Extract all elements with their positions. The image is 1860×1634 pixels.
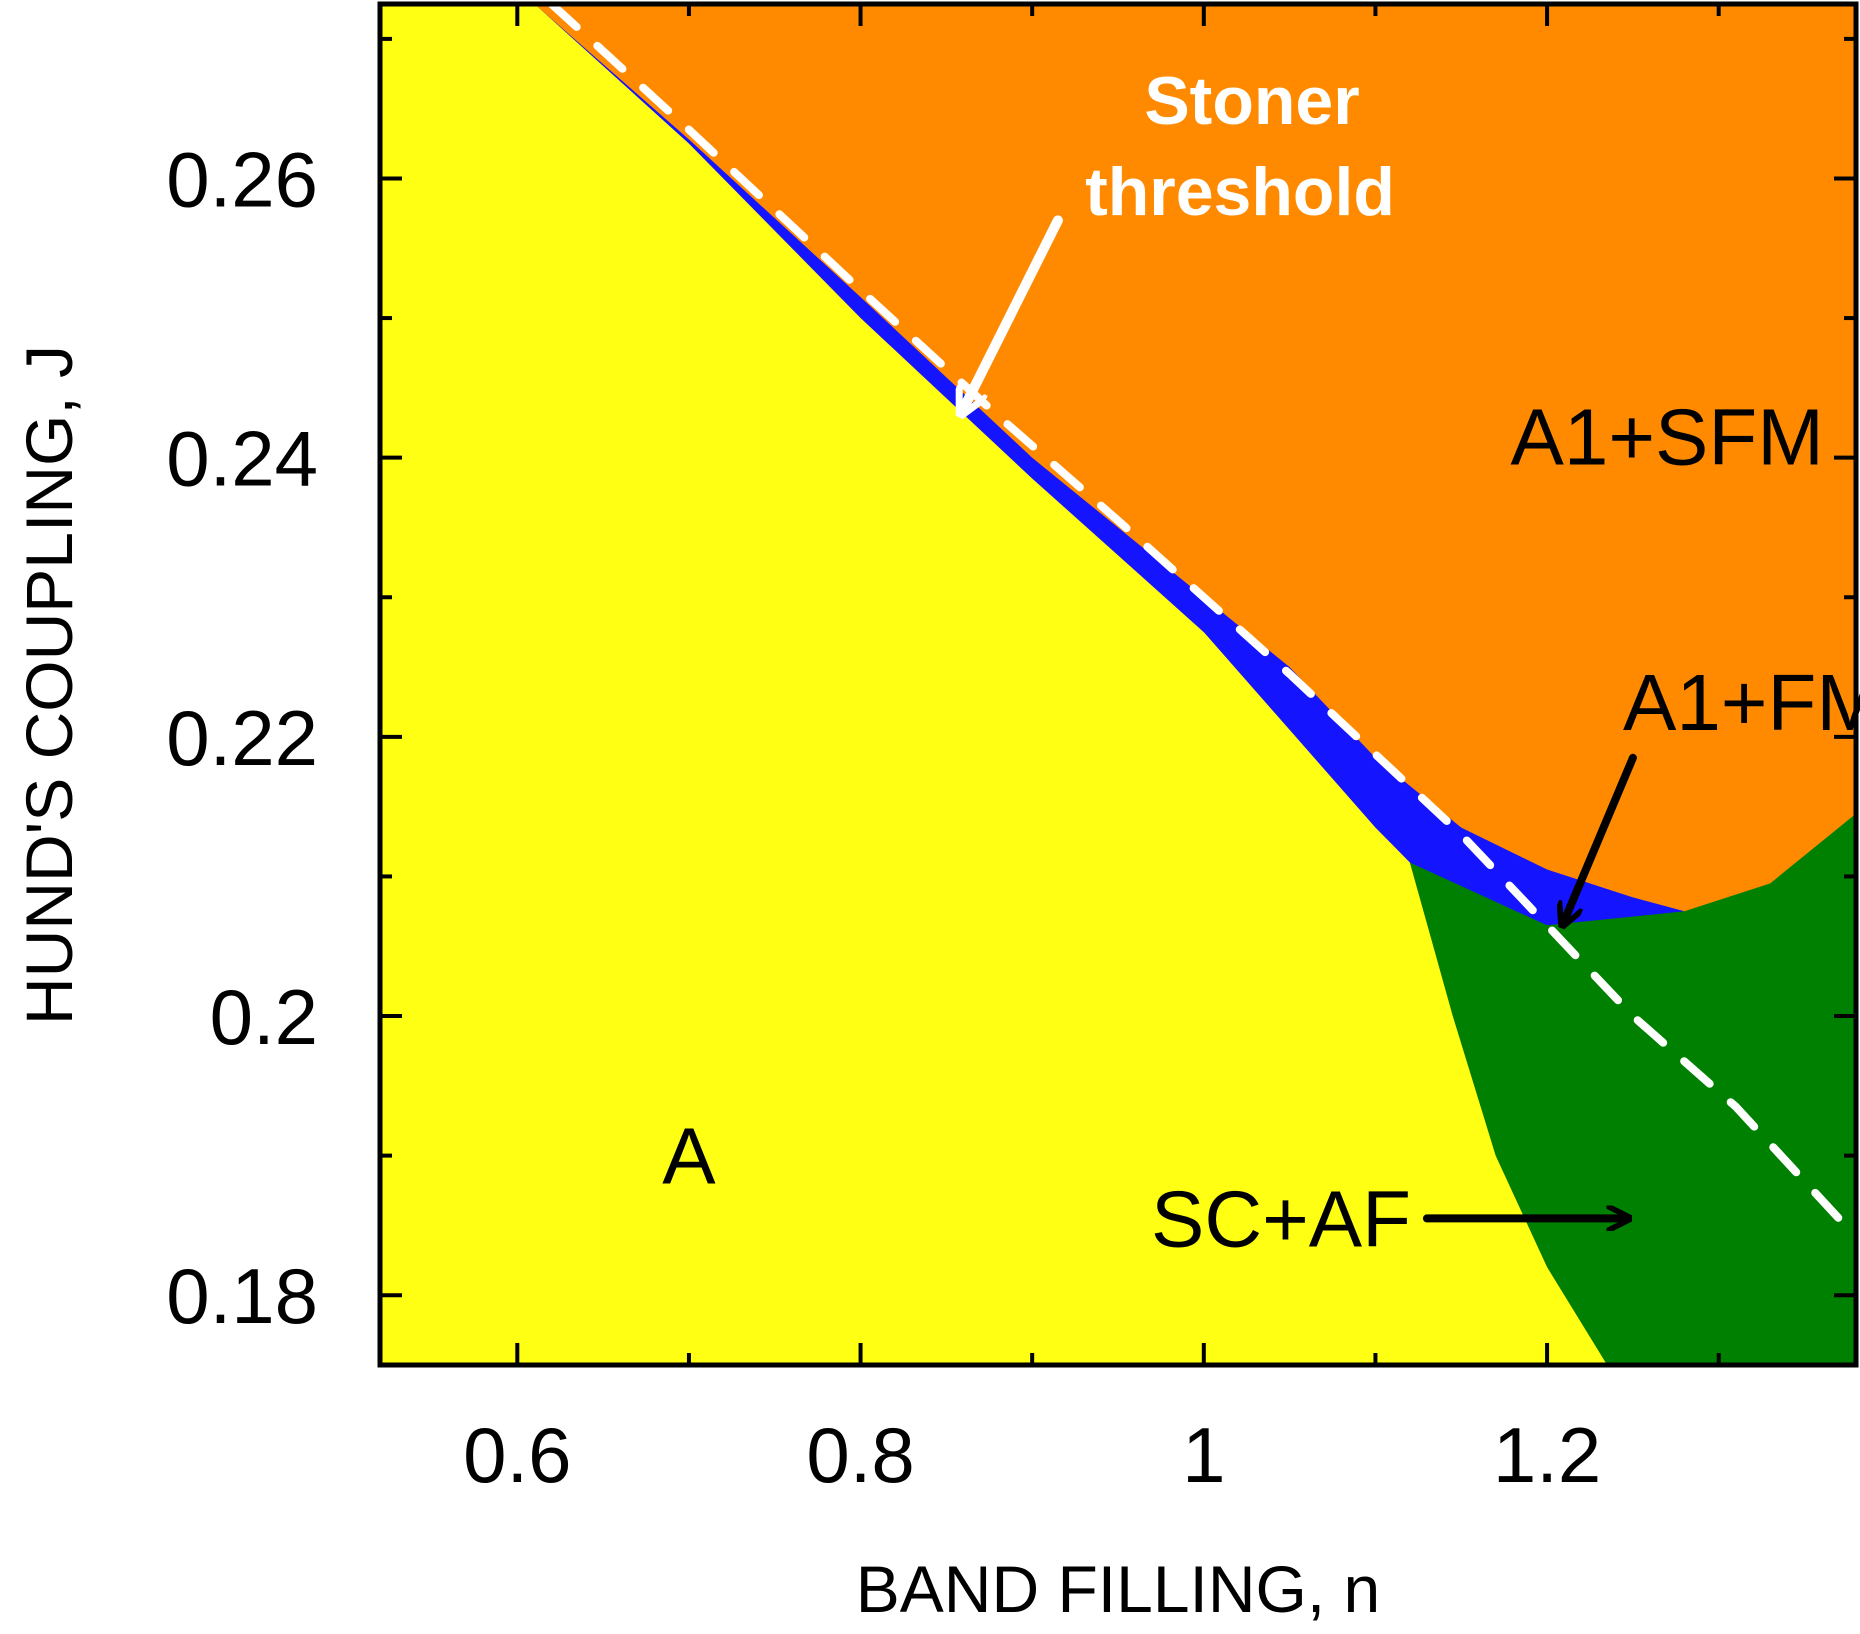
plot-area [380, 4, 1856, 1365]
region-label-sc-af: SC+AF [1151, 1174, 1411, 1263]
y-tick-label: 0.24 [166, 415, 318, 503]
annotation-layer: Stoner threshold A A1+SFM A1+FM SC+AF [662, 63, 1860, 1263]
x-axis: 0.6 0.8 1 1.2 [463, 4, 1721, 1499]
x-tick-label: 1 [1182, 1411, 1225, 1499]
x-tick-label: 1.2 [1493, 1411, 1601, 1499]
stoner-threshold-line [547, 4, 1843, 1223]
y-tick-label: 0.18 [166, 1252, 318, 1340]
y-tick-label: 0.2 [210, 973, 318, 1061]
region-label-a: A [662, 1112, 716, 1201]
y-tick-label: 0.26 [166, 136, 318, 224]
region-label-a1-sfm: A1+SFM [1510, 393, 1823, 482]
y-axis: 0.18 0.2 0.22 0.24 0.26 [166, 36, 1856, 1340]
a1-fm-arrow [1564, 753, 1637, 921]
plot-frame [377, 1, 1859, 1368]
stoner-threshold-label-line2: threshold [1085, 154, 1395, 230]
x-tick-label: 0.8 [806, 1411, 914, 1499]
x-tick-label: 0.6 [463, 1411, 571, 1499]
region-sc-af [1409, 813, 1856, 1365]
region-a [380, 4, 1608, 1365]
stoner-threshold-arrow [964, 215, 1063, 408]
y-tick-label: 0.22 [166, 694, 318, 782]
region-label-a1-fm: A1+FM [1623, 658, 1860, 747]
x-axis-title: BAND FILLING, n [856, 1552, 1381, 1626]
stoner-threshold-label-line1: Stoner [1144, 63, 1359, 139]
y-axis-title: HUND'S COUPLING, J [12, 345, 86, 1025]
